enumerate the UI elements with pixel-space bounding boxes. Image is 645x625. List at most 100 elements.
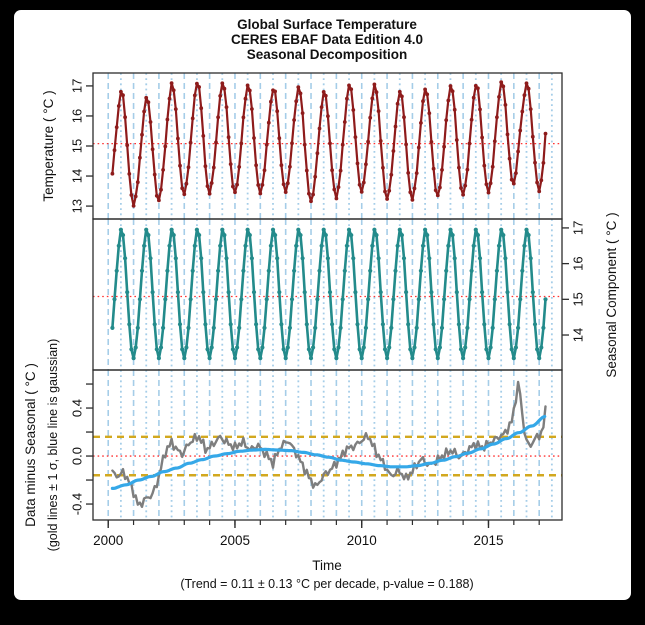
seasonal-point [327,290,333,295]
temperature-point [395,101,400,106]
temperature-point [518,128,523,133]
seasonal-point [435,356,440,361]
seasonal-point [480,290,485,295]
x-tick-label: 2005 [220,533,250,548]
temperature-point [211,165,216,170]
temperature-point [463,183,468,188]
seasonal-point [492,297,497,302]
temperature-point [435,193,440,198]
temperature-point [317,126,322,131]
temperature-point [233,190,237,195]
seasonal-point [175,290,180,295]
temperature-point [389,172,394,177]
temperature-point [492,139,497,144]
temperature-point [205,184,210,189]
seasonal-point [137,297,142,302]
temperature-point [298,91,303,96]
temperature-point [387,188,392,193]
seasonal-point [203,322,208,327]
seasonal-point [465,325,470,330]
seasonal-point [279,322,284,327]
seasonal-point [505,290,510,295]
temperature-point [201,134,206,138]
temperature-point [381,165,385,170]
temperature-point [154,193,159,198]
temperature-point [361,180,366,185]
temperature-point [207,191,212,196]
seasonal-point [216,268,221,273]
temperature-point [121,93,125,98]
seasonal-point [237,325,242,330]
seasonal-point [275,256,280,261]
temperature-point [505,132,510,137]
seasonal-point [380,322,385,327]
x-tick-label: 2000 [93,533,123,548]
seasonal-point [528,256,533,261]
seasonal-point [311,345,316,350]
temperature-point [372,82,377,87]
seasonal-point [469,268,474,273]
seasonal-point [499,227,504,232]
temperature-point [319,105,324,109]
y-tick-label: 17 [570,221,585,235]
temperature-point [347,83,351,88]
temperature-point [281,182,286,187]
seasonal-point [114,268,119,273]
temperature-point [176,136,180,141]
y-tick-label: 0.4 [69,399,84,417]
temperature-point [315,151,320,156]
seasonal-point [340,297,345,302]
temperature-point [123,115,127,120]
seasonal-point [258,356,263,361]
seasonal-point [439,325,445,330]
seasonal-point [488,345,493,350]
seasonal-point [247,233,252,238]
temperature-point [431,166,436,171]
seasonal-point [270,227,276,232]
temperature-point [131,204,136,208]
seasonal-point [366,297,371,302]
temperature-point [364,162,368,167]
seasonal-point [289,297,295,302]
seasonal-point [264,297,269,302]
seasonal-point [522,243,527,248]
temperature-point [186,165,191,170]
temperature-point [332,187,337,192]
seasonal-point [406,322,411,327]
temperature-point [250,107,254,111]
temperature-point [416,145,421,150]
temperature-point [429,140,434,144]
seasonal-point [429,290,434,295]
plot-title-line2: CERES EBAF Data Edition 4.0 [230,32,424,47]
seasonal-point [273,233,278,238]
temperature-point [144,95,149,100]
temperature-point [533,160,537,165]
seasonal-point [218,243,223,248]
temperature-point [252,136,256,140]
temperature-point [140,132,144,137]
seasonal-point-group [110,227,548,361]
temperature-point [269,99,273,104]
y-tick-label: 0.0 [69,447,84,465]
temperature-point [245,83,250,88]
temperature-point [342,120,347,124]
plot-title-line1: Global Surface Temperature [237,17,417,32]
temperature-point [488,181,493,186]
temperature-point [110,171,115,176]
seasonal-point [461,356,466,361]
seasonal-point [135,325,140,330]
seasonal-point [131,356,136,361]
seasonal-point [192,243,197,248]
seasonal-point [391,297,396,302]
seasonal-point [423,227,428,232]
x-tick-label: 2015 [473,533,503,548]
temperature-point [541,161,546,165]
temperature-point [228,162,233,167]
temperature-point [408,190,413,195]
temperature-point [224,105,229,109]
temperature-point [514,171,518,176]
temperature-point [353,135,358,140]
temperature-point [499,80,504,84]
seasonal-point [458,347,464,352]
temperature-point [473,83,478,88]
